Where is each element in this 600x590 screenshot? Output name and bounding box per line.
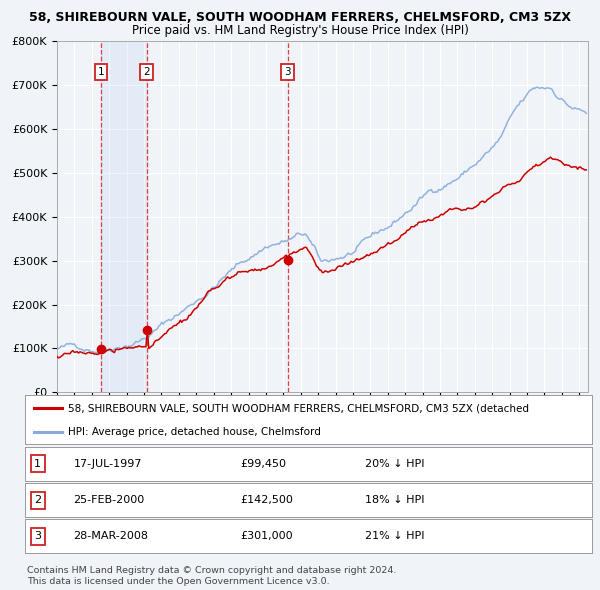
Text: 58, SHIREBOURN VALE, SOUTH WOODHAM FERRERS, CHELMSFORD, CM3 5ZX: 58, SHIREBOURN VALE, SOUTH WOODHAM FERRE…: [29, 11, 571, 24]
Text: 1: 1: [34, 459, 41, 468]
Text: £301,000: £301,000: [241, 532, 293, 541]
Text: 21% ↓ HPI: 21% ↓ HPI: [365, 532, 425, 541]
Text: 18% ↓ HPI: 18% ↓ HPI: [365, 496, 425, 505]
Text: 25-FEB-2000: 25-FEB-2000: [73, 496, 145, 505]
Text: 58, SHIREBOURN VALE, SOUTH WOODHAM FERRERS, CHELMSFORD, CM3 5ZX (detached: 58, SHIREBOURN VALE, SOUTH WOODHAM FERRE…: [68, 404, 529, 414]
Text: 17-JUL-1997: 17-JUL-1997: [73, 459, 142, 468]
Text: 20% ↓ HPI: 20% ↓ HPI: [365, 459, 425, 468]
Text: HPI: Average price, detached house, Chelmsford: HPI: Average price, detached house, Chel…: [68, 427, 320, 437]
Text: 1: 1: [98, 67, 104, 77]
Text: 28-MAR-2008: 28-MAR-2008: [73, 532, 148, 541]
Text: Price paid vs. HM Land Registry's House Price Index (HPI): Price paid vs. HM Land Registry's House …: [131, 24, 469, 37]
Text: £142,500: £142,500: [241, 496, 293, 505]
Text: 3: 3: [34, 532, 41, 541]
Bar: [101, 41, 146, 392]
Text: 2: 2: [143, 67, 150, 77]
Text: £99,450: £99,450: [241, 459, 287, 468]
Text: 2: 2: [34, 496, 41, 505]
Text: This data is licensed under the Open Government Licence v3.0.: This data is licensed under the Open Gov…: [27, 577, 329, 586]
Text: 3: 3: [284, 67, 291, 77]
Text: Contains HM Land Registry data © Crown copyright and database right 2024.: Contains HM Land Registry data © Crown c…: [27, 566, 397, 575]
